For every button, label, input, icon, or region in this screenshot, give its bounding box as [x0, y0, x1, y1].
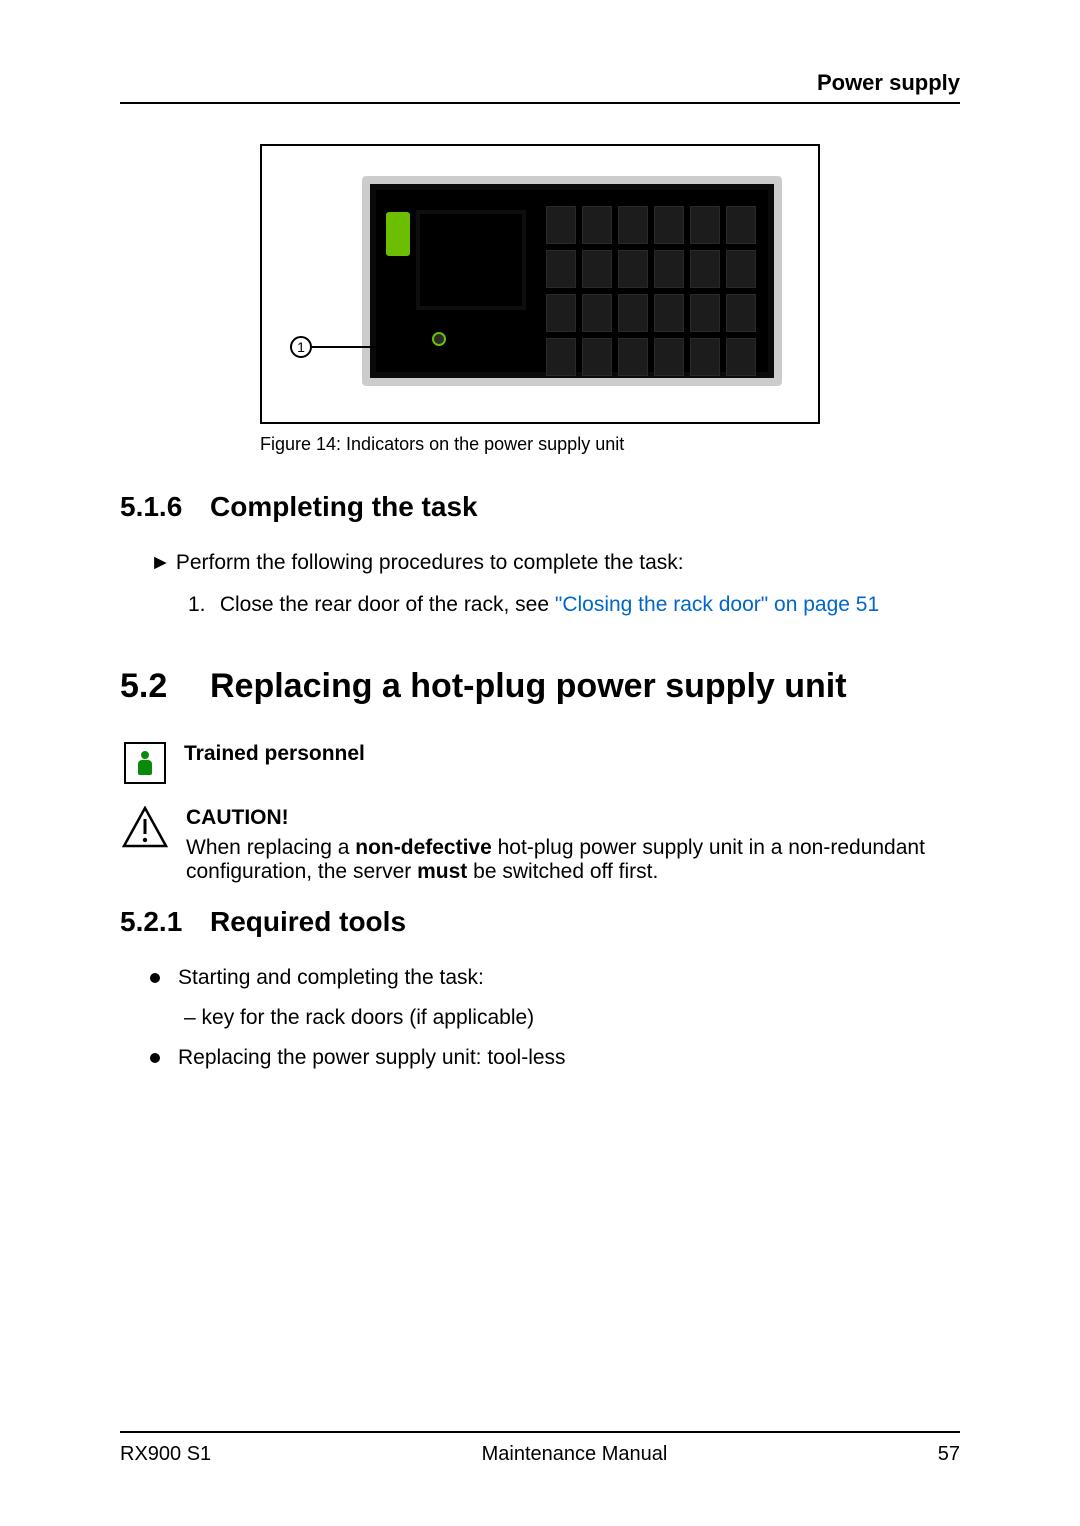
caution-bold: non-defective: [355, 836, 492, 859]
sub-item: – key for the rack doors (if applicable): [184, 1006, 960, 1030]
footer-right: 57: [938, 1443, 960, 1466]
arrow-icon: ►: [150, 551, 170, 575]
header-section: Power supply: [120, 70, 960, 96]
page: Power supply 1 Figure 14: Indicators on …: [0, 0, 1080, 1526]
caution-part: When replacing a: [186, 836, 355, 859]
heading-title: Replacing a hot-plug power supply unit: [210, 667, 847, 705]
page-footer: RX900 S1 Maintenance Manual 57: [120, 1431, 960, 1466]
list-item: Starting and completing the task:: [150, 966, 960, 990]
heading-title: Required tools: [210, 906, 406, 937]
substep-number: 1.: [188, 593, 214, 617]
footer-rule: [120, 1431, 960, 1433]
figure-psu: 1: [260, 144, 820, 424]
heading-number: 5.1.6: [120, 491, 210, 523]
caution-text: CAUTION! When replacing a non-defective …: [186, 806, 960, 884]
caution-icon: [122, 806, 168, 848]
footer-center: Maintenance Manual: [482, 1443, 668, 1466]
psu-led: [432, 332, 446, 346]
person-icon: [124, 742, 166, 784]
link-closing-rack-door[interactable]: "Closing the rack door" on page 51: [555, 593, 879, 616]
required-tools-list: Starting and completing the task:: [150, 966, 960, 990]
caution-row: CAUTION! When replacing a non-defective …: [120, 806, 960, 884]
header-rule: [120, 102, 960, 104]
callout-line: [312, 346, 420, 348]
psu-latch: [386, 212, 410, 256]
heading-title: Completing the task: [210, 491, 478, 522]
psu-body: [362, 176, 782, 386]
trained-label: Trained personnel: [184, 742, 365, 765]
heading-number: 5.2.1: [120, 906, 210, 938]
heading-5-2: 5.2Replacing a hot-plug power supply uni…: [120, 667, 960, 706]
callout-dot: [418, 342, 428, 352]
step-intro: ► Perform the following procedures to co…: [150, 551, 960, 575]
psu-inner: [376, 190, 768, 372]
step-intro-text: Perform the following procedures to comp…: [176, 551, 684, 574]
substep-1: 1. Close the rear door of the rack, see …: [188, 593, 960, 617]
footer-left: RX900 S1: [120, 1443, 211, 1466]
caution-label: CAUTION!: [186, 806, 960, 830]
heading-5-1-6: 5.1.6Completing the task: [120, 491, 960, 523]
caution-bold: must: [417, 860, 467, 883]
substep-text: Close the rear door of the rack, see: [220, 593, 555, 616]
required-tools-list-2: Replacing the power supply unit: tool-le…: [150, 1046, 960, 1070]
heading-5-2-1: 5.2.1Required tools: [120, 906, 960, 938]
trained-personnel-row: Trained personnel: [120, 742, 960, 784]
psu-plug: [416, 210, 526, 310]
figure-caption: Figure 14: Indicators on the power suppl…: [260, 434, 960, 455]
callout-1: 1: [290, 336, 312, 358]
caution-part: be switched off first.: [467, 860, 658, 883]
list-item: Replacing the power supply unit: tool-le…: [150, 1046, 960, 1070]
heading-number: 5.2: [120, 667, 210, 706]
psu-grille: [546, 206, 756, 376]
